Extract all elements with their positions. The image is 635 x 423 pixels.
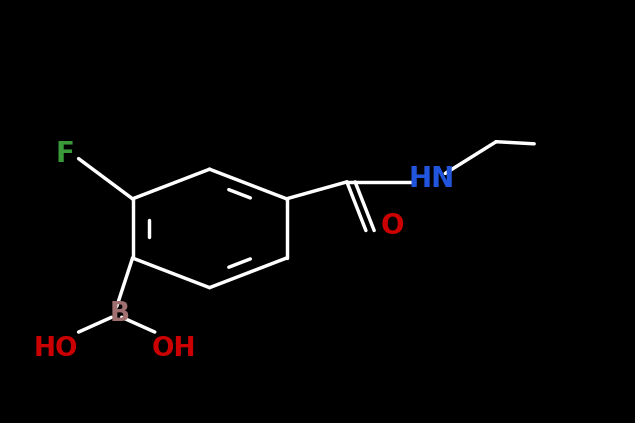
Text: HO: HO [34,336,79,362]
Text: B: B [110,301,130,327]
Text: OH: OH [152,336,196,362]
Text: O: O [380,212,404,240]
Text: HN: HN [408,165,455,192]
Text: F: F [55,140,74,168]
